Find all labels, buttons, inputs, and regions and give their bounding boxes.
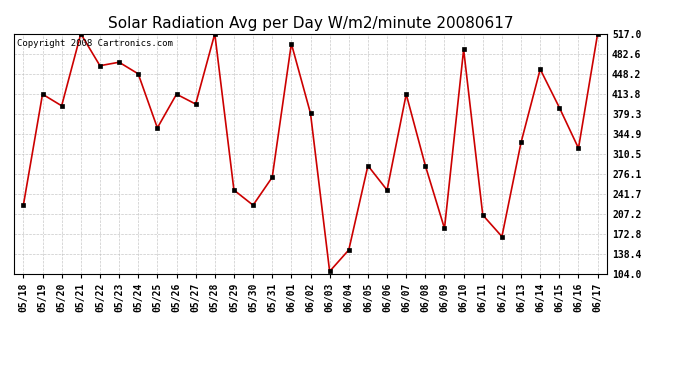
- Title: Solar Radiation Avg per Day W/m2/minute 20080617: Solar Radiation Avg per Day W/m2/minute …: [108, 16, 513, 31]
- Text: Copyright 2008 Cartronics.com: Copyright 2008 Cartronics.com: [17, 39, 172, 48]
